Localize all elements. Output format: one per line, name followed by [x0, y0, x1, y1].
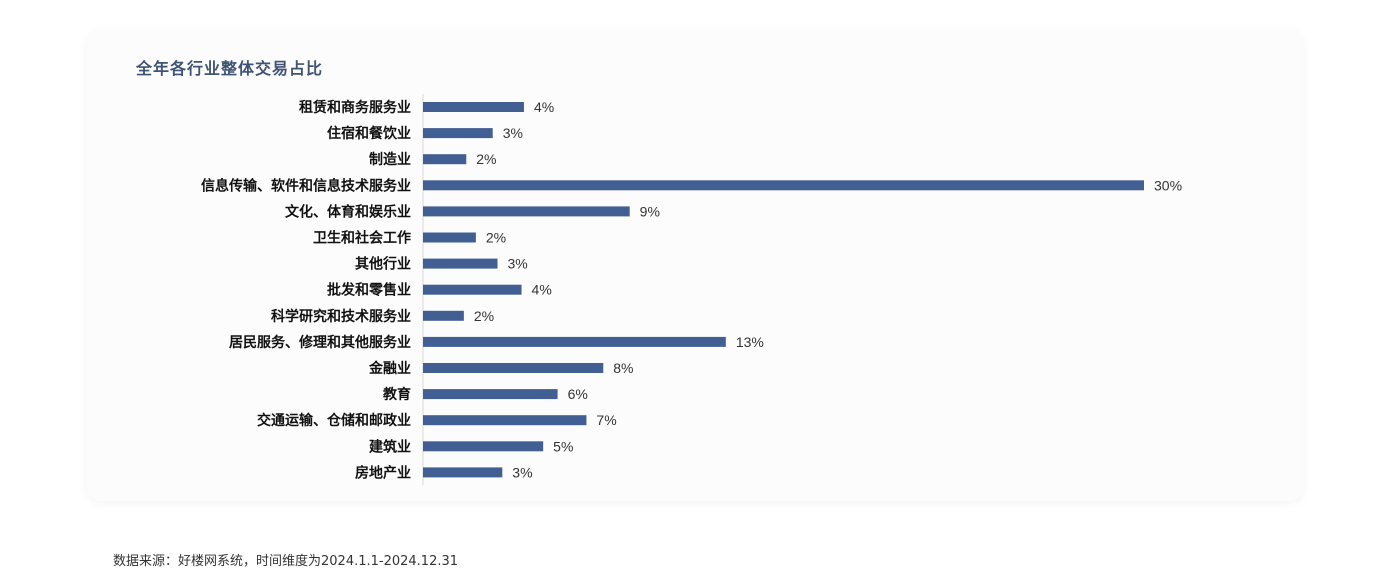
bar: [423, 336, 726, 347]
bar: [423, 441, 544, 452]
bar: [423, 467, 503, 478]
category-label: 住宿和餐饮业: [327, 125, 411, 142]
value-label: 30%: [1154, 177, 1182, 193]
bar: [423, 363, 604, 373]
chart-title: 全年各行业整体交易占比: [136, 59, 324, 78]
category-label: 租赁和商务服务业: [299, 99, 411, 116]
category-label: 信息传输、软件和信息技术服务业: [201, 177, 411, 194]
value-label: 13%: [736, 334, 764, 350]
value-label: 4%: [532, 282, 552, 298]
value-label: 4%: [534, 99, 554, 115]
bar: [423, 128, 493, 139]
value-label: 8%: [613, 360, 633, 376]
category-label: 科学研究和技术服务业: [271, 308, 411, 325]
category-label: 文化、体育和娱乐业: [285, 203, 411, 220]
value-label: 6%: [568, 386, 588, 402]
bar: [423, 258, 498, 269]
category-label: 批发和零售业: [327, 282, 411, 299]
data-source-note: 数据来源：好楼网系统，时间维度为2024.1.1-2024.12.31: [113, 554, 459, 569]
bar: [423, 180, 1144, 191]
category-label: 卫生和社会工作: [313, 230, 411, 247]
bar: [423, 154, 467, 165]
category-label: 金融业: [368, 360, 411, 377]
bar: [423, 284, 522, 295]
value-label: 9%: [640, 203, 660, 219]
value-label: 3%: [508, 256, 528, 272]
value-label: 2%: [476, 151, 496, 167]
value-label: 7%: [596, 412, 616, 428]
value-label: 3%: [512, 464, 532, 480]
value-label: 2%: [486, 230, 506, 246]
value-label: 5%: [553, 438, 573, 454]
bar: [423, 206, 630, 217]
bar: [423, 415, 587, 426]
bar: [423, 310, 464, 321]
category-label: 教育: [383, 386, 411, 403]
category-label: 房地产业: [355, 464, 411, 481]
category-label: 其他行业: [355, 256, 411, 273]
category-label: 制造业: [369, 151, 411, 168]
chart-card: 全年各行业整体交易占比: [87, 30, 1303, 501]
category-label: 居民服务、修理和其他服务业: [229, 334, 411, 351]
bar: [423, 102, 524, 112]
category-label: 建筑业: [369, 438, 411, 455]
bar: [423, 389, 558, 400]
category-label: 交通运输、仓储和邮政业: [257, 412, 411, 429]
value-label: 3%: [503, 125, 523, 141]
bar: [423, 232, 476, 243]
value-label: 2%: [474, 308, 494, 324]
